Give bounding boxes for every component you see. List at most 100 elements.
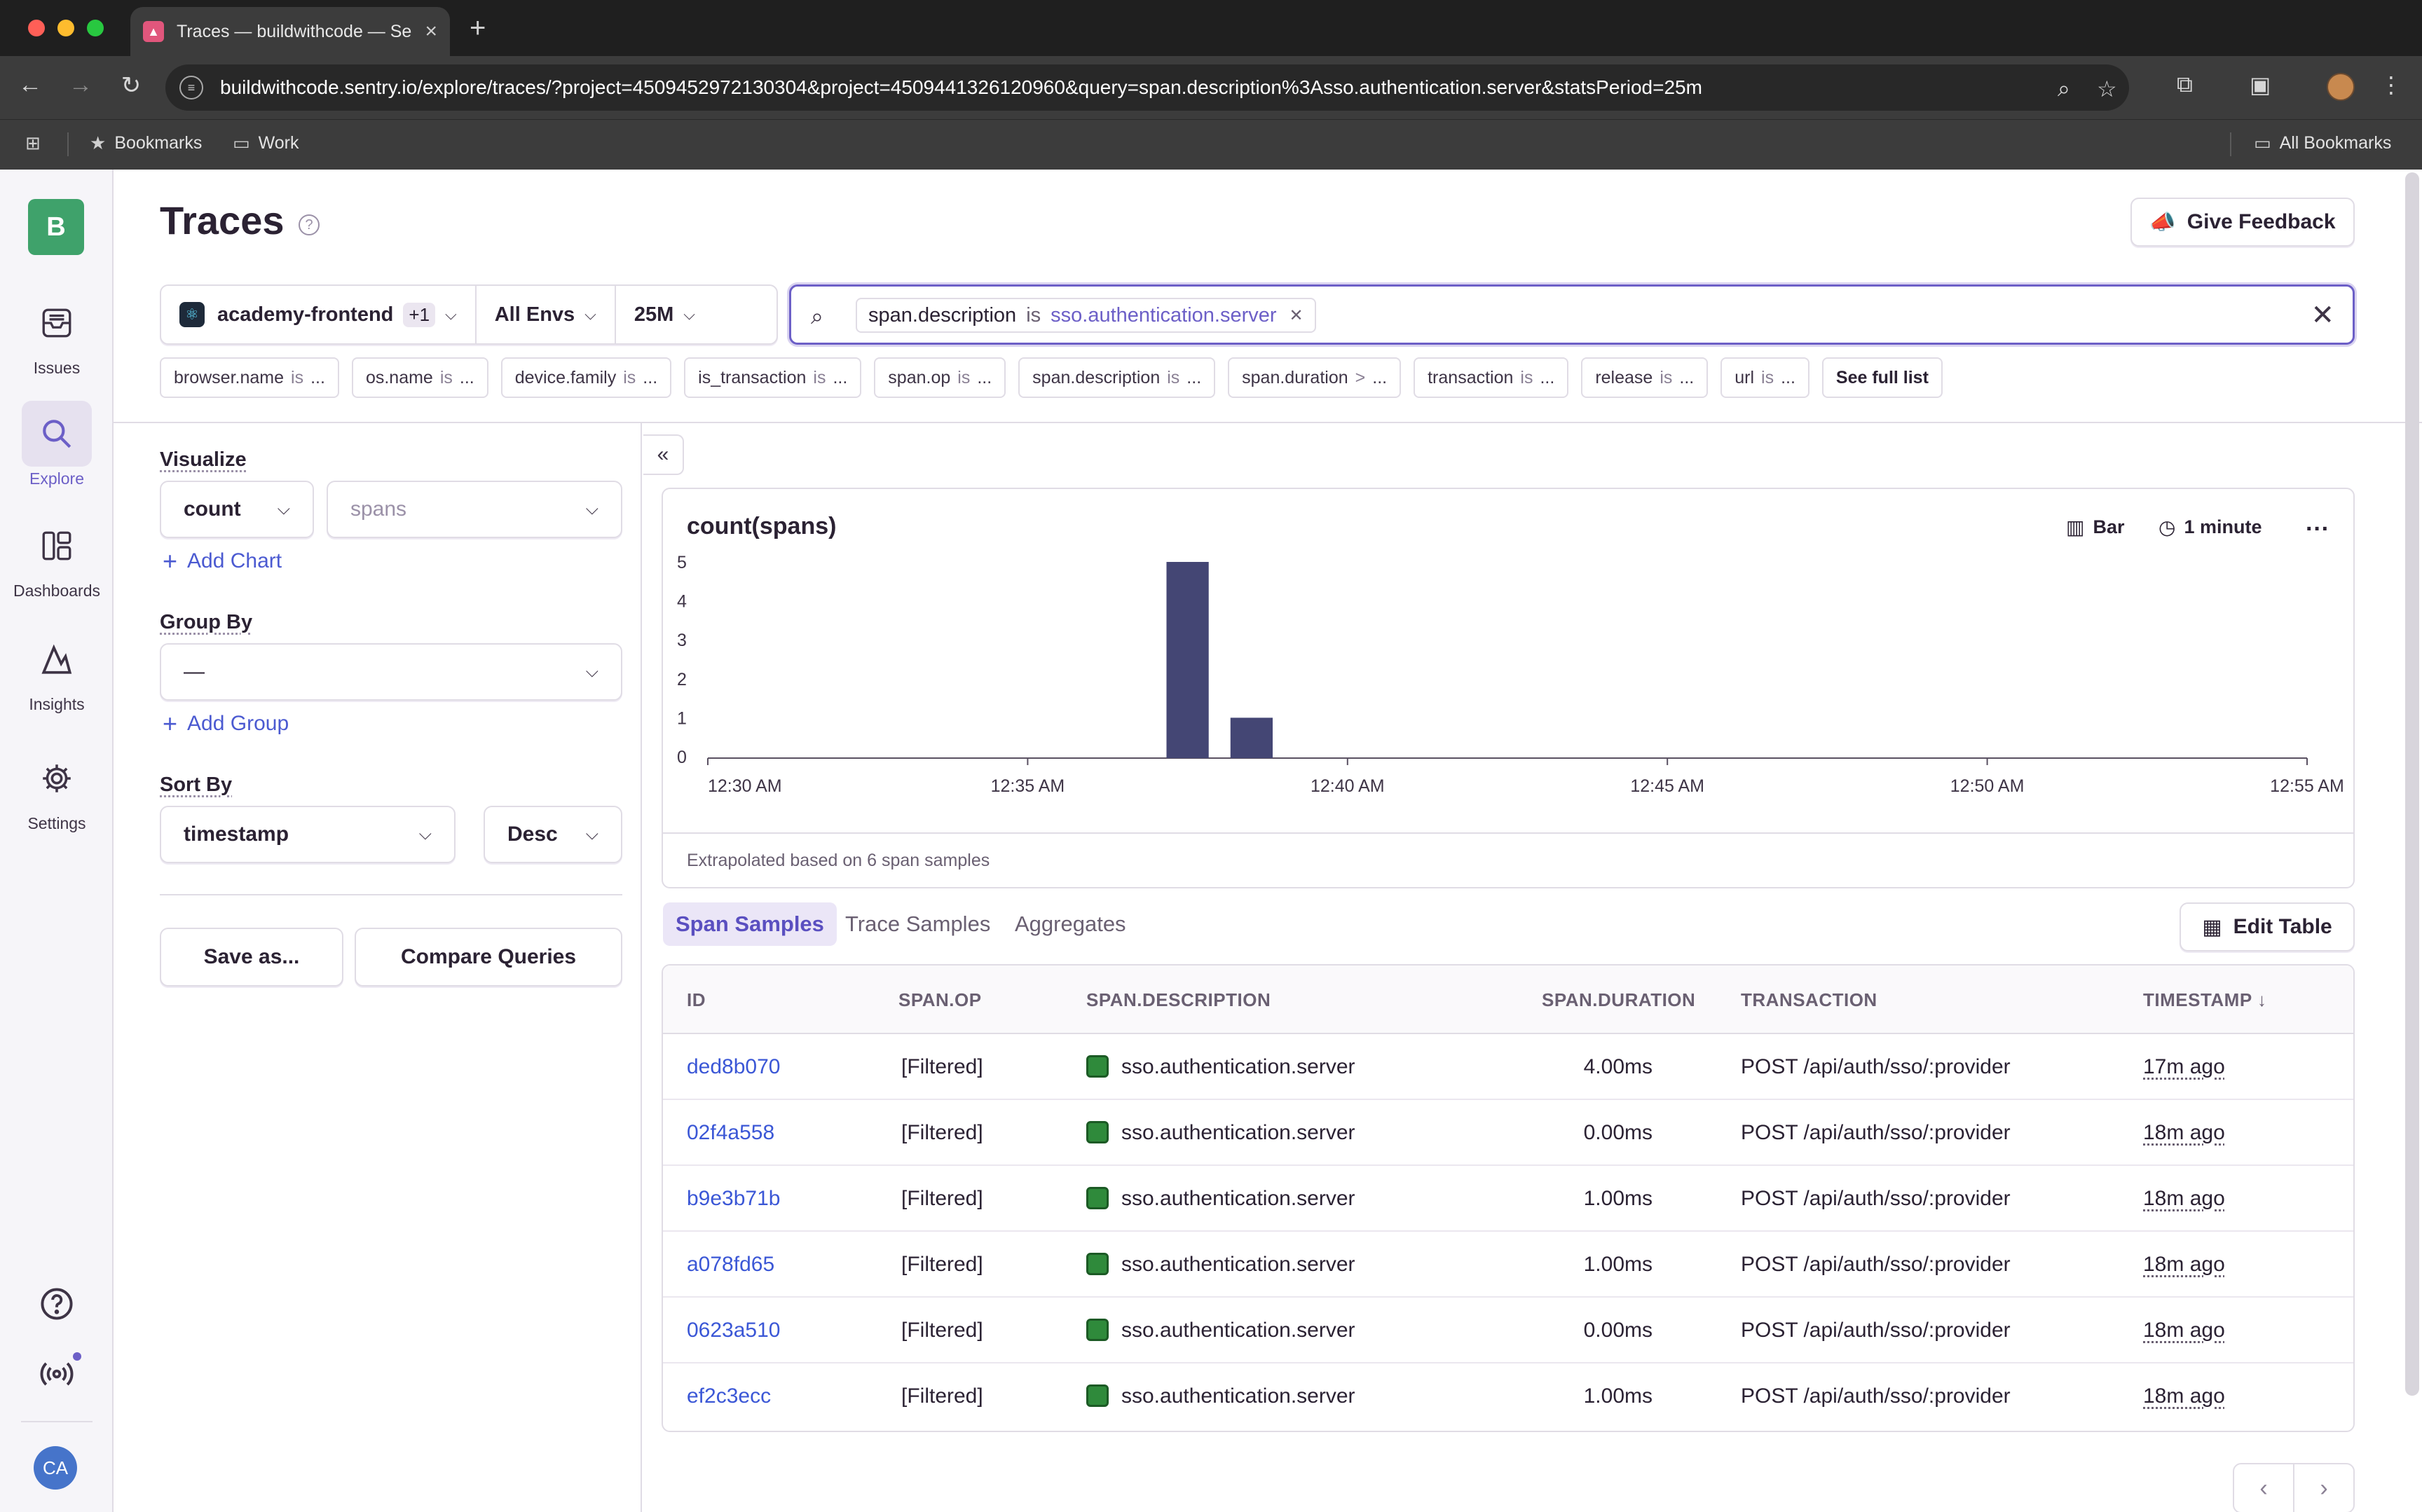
column-header-timestamp[interactable]: TIMESTAMP ↓ — [2143, 989, 2267, 1010]
help-button[interactable] — [0, 1271, 114, 1337]
give-feedback-button[interactable]: 📣 Give Feedback — [2130, 198, 2355, 247]
forward-icon[interactable]: → — [69, 71, 93, 98]
suggestion-chip[interactable]: os.name is... — [351, 357, 488, 398]
token-value[interactable]: sso.authentication.server — [1051, 303, 1277, 327]
add-group-button[interactable]: + Add Group — [163, 709, 289, 738]
suggestion-chip[interactable]: span.duration >... — [1228, 357, 1402, 398]
table-row[interactable]: b9e3b71b [Filtered] sso.authentication.ser… — [663, 1166, 2353, 1232]
bookmark-star-icon[interactable]: ☆ — [2097, 76, 2117, 102]
suggestion-chip[interactable]: url is... — [1720, 357, 1809, 398]
browser-menu-icon[interactable]: ⋮ — [2380, 72, 2402, 97]
span-id-link[interactable]: ded8b070 — [687, 1055, 781, 1078]
suggestion-chip[interactable]: is_transaction is... — [684, 357, 862, 398]
previous-page-icon[interactable]: ‹ — [2234, 1464, 2294, 1512]
column-header-span-description[interactable]: SPAN.DESCRIPTION — [1086, 989, 1271, 1010]
y-tick-label: 4 — [677, 592, 687, 612]
chart-line-icon — [22, 626, 92, 692]
browser-profile-avatar[interactable] — [2327, 73, 2355, 101]
tab-close-icon[interactable]: × — [425, 20, 437, 43]
search-query-input[interactable]: ⌕ span.description is sso.authentication… — [789, 284, 2355, 345]
span-id-link[interactable]: b9e3b71b — [687, 1187, 781, 1210]
x-tick-label: 12:45 AM — [1630, 776, 1704, 796]
x-tick-label: 12:55 AM — [2270, 776, 2344, 796]
token-operator[interactable]: is — [1026, 303, 1041, 327]
table-row[interactable]: a078fd65 [Filtered] sso.authentication.ser… — [663, 1232, 2353, 1298]
chart-type-selector[interactable]: ▥ Bar — [2066, 516, 2125, 539]
tab-aggregates[interactable]: Aggregates — [1015, 912, 1126, 936]
sidebar-item-insights[interactable]: Insights — [0, 626, 114, 714]
table-row[interactable]: 02f4a558 [Filtered] sso.authentication.ser… — [663, 1100, 2353, 1166]
see-full-list-button[interactable]: See full list — [1821, 357, 1943, 398]
suggestion-chip[interactable]: release is... — [1581, 357, 1709, 398]
span-id-link[interactable]: 02f4a558 — [687, 1121, 775, 1144]
project-selector[interactable]: ⚛ academy-frontend +1 ⌵ — [161, 286, 477, 343]
table-row[interactable]: ded8b070 [Filtered] sso.authentication.ser… — [663, 1034, 2353, 1100]
cast-icon[interactable]: ▣ — [2250, 72, 2271, 97]
save-as-button[interactable]: Save as... — [160, 928, 343, 987]
table-row[interactable]: 0623a510 [Filtered] sso.authentication.ser… — [663, 1298, 2353, 1363]
broadcasts-button[interactable] — [0, 1341, 114, 1407]
aggregate-select[interactable]: count ⌵ — [160, 481, 314, 538]
user-avatar[interactable]: CA — [34, 1446, 77, 1490]
edit-table-button[interactable]: ▦ Edit Table — [2180, 902, 2355, 951]
new-tab-icon[interactable]: + — [470, 13, 486, 43]
browser-tab[interactable]: ▲ Traces — buildwithcode — Se × — [130, 7, 450, 56]
suggestion-chip[interactable]: span.op is... — [874, 357, 1006, 398]
chart-title: count(spans) — [687, 513, 837, 539]
compare-queries-button[interactable]: Compare Queries — [355, 928, 622, 987]
address-bar[interactable]: ≡ buildwithcode.sentry.io/explore/traces… — [165, 64, 2129, 111]
window-close-button[interactable] — [28, 20, 45, 36]
search-filter-token[interactable]: span.description is sso.authentication.s… — [856, 298, 1316, 333]
extensions-icon[interactable]: ⧉ — [2177, 71, 2193, 97]
column-header-id[interactable]: ID — [687, 989, 706, 1010]
suggestion-chip[interactable]: browser.name is... — [160, 357, 339, 398]
org-avatar[interactable]: B — [28, 199, 84, 255]
field-select[interactable]: spans ⌵ — [327, 481, 622, 538]
environment-selector[interactable]: All Envs ⌵ — [477, 286, 616, 343]
span-id-link[interactable]: a078fd65 — [687, 1253, 775, 1276]
chart-more-icon[interactable]: ··· — [2306, 516, 2329, 542]
interval-selector[interactable]: ◷ 1 minute — [2158, 516, 2262, 539]
sidebar-item-settings[interactable]: Settings — [0, 745, 114, 833]
remove-token-icon[interactable]: ✕ — [1289, 305, 1304, 325]
add-chart-button[interactable]: + Add Chart — [163, 547, 282, 576]
span-id-link[interactable]: ef2c3ecc — [687, 1384, 772, 1408]
column-header-span-op[interactable]: SPAN.OP — [898, 989, 982, 1010]
suggestion-chip[interactable]: span.description is... — [1018, 357, 1216, 398]
suggestion-chip[interactable]: device.family is... — [500, 357, 672, 398]
zoom-icon[interactable]: ⌕ — [2058, 76, 2070, 101]
suggestion-chip[interactable]: transaction is... — [1414, 357, 1569, 398]
collapse-panel-icon[interactable]: « — [643, 434, 684, 475]
time-range-selector[interactable]: 25M ⌵ — [616, 286, 713, 343]
sidebar-item-dashboards[interactable]: Dashboards — [0, 513, 114, 600]
tab-trace-samples[interactable]: Trace Samples — [845, 912, 991, 936]
back-icon[interactable]: ← — [18, 71, 42, 98]
group-by-select[interactable]: — ⌵ — [160, 643, 622, 701]
tab-span-samples[interactable]: Span Samples — [663, 902, 837, 946]
window-minimize-button[interactable] — [57, 20, 74, 36]
column-header-transaction[interactable]: TRANSACTION — [1741, 989, 1877, 1010]
suggested-filters: browser.name is... os.name is... device.fa… — [160, 357, 1955, 398]
bookmark-work[interactable]: ▭ Work — [233, 132, 299, 153]
controls-divider-line — [160, 894, 622, 895]
apps-grid-icon[interactable]: ⊞ — [25, 132, 41, 153]
help-icon[interactable]: ? — [299, 214, 320, 235]
page-scrollbar[interactable] — [2405, 172, 2419, 1396]
table-row[interactable]: ef2c3ecc [Filtered] sso.authentication.ser… — [663, 1363, 2353, 1429]
sort-direction-select[interactable]: Desc ⌵ — [484, 806, 622, 863]
clear-search-icon[interactable]: ✕ — [2311, 300, 2334, 331]
x-tick-label: 12:40 AM — [1311, 776, 1385, 796]
span-id-link[interactable]: 0623a510 — [687, 1319, 781, 1342]
next-page-icon[interactable]: › — [2320, 1474, 2328, 1501]
sort-field-select[interactable]: timestamp ⌵ — [160, 806, 456, 863]
column-header-span-duration[interactable]: SPAN.DURATION — [1542, 989, 1696, 1010]
all-bookmarks[interactable]: ▭ All Bookmarks — [2254, 132, 2392, 153]
sidebar-item-explore[interactable]: Explore — [0, 401, 114, 488]
project-name: academy-frontend — [217, 303, 394, 326]
site-info-icon[interactable]: ≡ — [179, 76, 203, 99]
sidebar-item-issues[interactable]: Issues — [0, 290, 114, 378]
bookmark-bookmarks[interactable]: ★ Bookmarks — [90, 132, 203, 153]
reload-icon[interactable]: ↻ — [121, 72, 142, 99]
window-maximize-button[interactable] — [87, 20, 104, 36]
y-tick-label: 5 — [677, 553, 687, 572]
